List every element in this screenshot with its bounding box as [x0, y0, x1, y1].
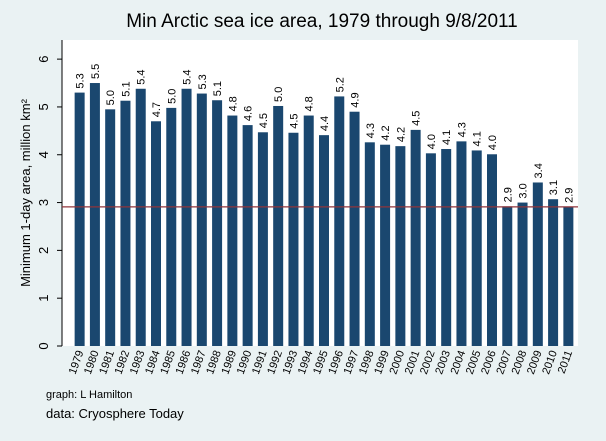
bar: [227, 115, 238, 346]
value-label: 4.5: [258, 113, 270, 128]
bar: [517, 202, 528, 346]
value-label: 5.1: [212, 81, 224, 96]
bar: [502, 206, 513, 346]
bar: [303, 115, 314, 346]
bar: [166, 107, 177, 346]
bar: [120, 100, 131, 346]
bar: [242, 125, 253, 346]
value-label: 5.2: [334, 77, 346, 92]
bar: [487, 154, 497, 346]
bar: [212, 100, 223, 347]
value-label: 4.5: [288, 113, 300, 128]
value-label: 5.0: [166, 89, 178, 104]
bar: [105, 109, 116, 346]
bar: [364, 142, 375, 346]
value-label: 3.4: [533, 163, 545, 178]
bar: [380, 144, 391, 346]
bar: [441, 149, 452, 346]
bar: [196, 93, 207, 346]
bar: [563, 206, 574, 346]
note: graph: L Hamilton: [46, 389, 132, 401]
value-label: 4.8: [304, 96, 316, 111]
value-label: 4.0: [426, 134, 438, 149]
value-label: 5.1: [120, 81, 132, 96]
bar: [74, 92, 85, 346]
value-label: 4.3: [365, 123, 377, 138]
value-label: 4.3: [456, 122, 468, 137]
value-label: 5.4: [136, 69, 148, 84]
value-label: 4.7: [151, 102, 163, 117]
value-label: 4.8: [227, 96, 239, 111]
y-axis-label: Minimum 1-day area, million km²: [18, 98, 33, 286]
value-label: 5.0: [105, 90, 117, 105]
bar: [471, 150, 482, 346]
bar: [135, 88, 146, 347]
bar: [319, 135, 329, 346]
value-label: 5.4: [182, 69, 194, 84]
value-label: 3.1: [548, 180, 560, 195]
bar: [257, 132, 268, 346]
y-tick-label: 1: [36, 295, 51, 302]
y-tick-label: 6: [36, 56, 51, 63]
y-tick-label: 3: [36, 199, 51, 206]
value-label: 5.0: [273, 87, 285, 102]
bar: [395, 146, 406, 346]
y-tick-label: 2: [36, 247, 51, 254]
bar: [288, 132, 299, 346]
value-label: 5.5: [90, 64, 102, 79]
y-tick-label: 0: [36, 342, 51, 349]
bar: [548, 199, 559, 346]
value-label: 4.1: [472, 131, 484, 146]
note: data: Cryosphere Today: [46, 406, 184, 421]
value-label: 2.9: [563, 188, 575, 203]
value-label: 3.0: [518, 183, 530, 198]
value-label: 4.2: [395, 127, 407, 142]
bar: [349, 111, 360, 346]
bar: [89, 83, 100, 346]
y-tick-label: 4: [36, 151, 51, 158]
bar: [532, 182, 543, 346]
value-label: 5.3: [197, 74, 209, 89]
bar: [425, 153, 436, 346]
value-label: 5.3: [75, 73, 87, 88]
bar: [334, 96, 345, 346]
chart-title: Min Arctic sea ice area, 1979 through 9/…: [126, 11, 518, 32]
value-label: 4.5: [411, 111, 423, 126]
value-label: 4.6: [243, 106, 255, 121]
bar: [273, 105, 284, 346]
value-label: 4.9: [350, 92, 362, 107]
value-label: 4.1: [441, 130, 453, 145]
bar: [456, 141, 467, 346]
bar: [181, 88, 192, 347]
value-label: 2.9: [502, 187, 514, 202]
bar: [151, 121, 161, 346]
y-tick-label: 5: [36, 103, 51, 110]
bar: [410, 129, 421, 346]
value-label: 4.0: [487, 135, 499, 150]
value-label: 4.4: [319, 116, 331, 131]
value-label: 4.2: [380, 125, 392, 140]
